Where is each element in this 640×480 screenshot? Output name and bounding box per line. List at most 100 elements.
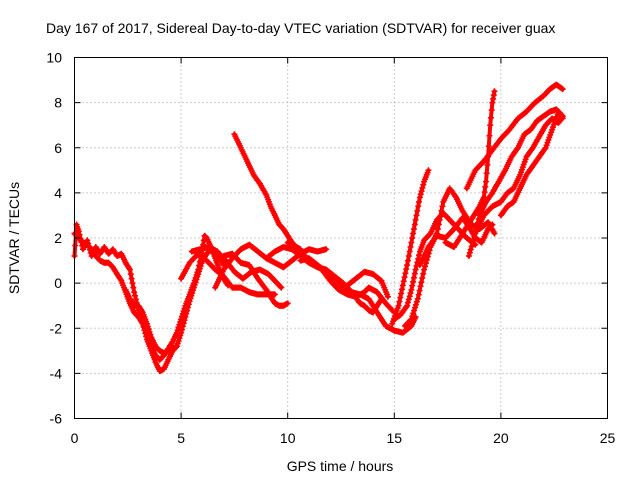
- data-point-marker: [559, 86, 566, 93]
- series-arc-11: [297, 255, 419, 336]
- data-point-marker: [410, 274, 417, 281]
- data-point-marker: [514, 146, 520, 152]
- data-point-marker: [196, 262, 202, 269]
- data-point-marker: [437, 212, 444, 219]
- data-point-marker: [468, 243, 475, 250]
- data-point-marker: [411, 307, 418, 314]
- data-point-marker: [435, 221, 442, 228]
- data-point-marker: [419, 275, 426, 281]
- data-point-marker: [409, 282, 416, 289]
- series-arc-21: [497, 108, 566, 219]
- data-point-marker: [410, 226, 417, 232]
- data-point-marker: [402, 270, 409, 277]
- data-point-marker: [415, 203, 422, 210]
- data-point-marker: [414, 295, 421, 302]
- data-point-marker: [422, 263, 429, 270]
- series-arc-3: [122, 286, 180, 357]
- data-point-marker: [144, 323, 151, 330]
- data-point-marker: [408, 316, 415, 323]
- data-point-marker: [403, 266, 410, 273]
- data-point-marker: [412, 216, 419, 223]
- data-point-marker: [541, 146, 548, 152]
- y-axis-label: SDTVAR / TECUs: [6, 182, 22, 294]
- data-point-marker: [416, 198, 422, 205]
- data-point-marker: [397, 294, 404, 301]
- data-point-marker: [423, 260, 429, 267]
- series-arc-17: [442, 88, 498, 250]
- data-point-marker: [414, 207, 421, 214]
- data-point-marker: [404, 302, 411, 309]
- data-point-marker: [195, 266, 202, 273]
- data-point-marker: [418, 279, 425, 286]
- data-point-marker: [277, 283, 284, 290]
- x-tick-label: 10: [280, 430, 296, 446]
- data-point-marker: [406, 248, 413, 255]
- data-point-marker: [488, 222, 495, 229]
- data-point-marker: [417, 283, 424, 290]
- data-point-marker: [404, 262, 411, 269]
- x-tick-label: 0: [71, 430, 79, 446]
- data-point-marker: [470, 236, 477, 243]
- data-point-marker: [72, 242, 79, 249]
- data-point-marker: [438, 207, 445, 214]
- data-point-marker: [410, 230, 417, 237]
- data-point-marker: [284, 300, 291, 307]
- data-point-marker: [271, 291, 278, 298]
- x-axis-label: GPS time / hours: [287, 458, 394, 474]
- data-point-marker: [410, 310, 417, 317]
- data-point-marker: [129, 280, 136, 287]
- data-point-marker: [396, 298, 403, 305]
- data-point-marker: [434, 226, 441, 232]
- data-point-marker: [130, 284, 137, 291]
- chart-title: Day 167 of 2017, Sidereal Day-to-day VTE…: [46, 20, 555, 36]
- data-point-marker: [401, 274, 408, 281]
- data-point-marker: [412, 304, 418, 311]
- data-point-marker: [491, 88, 498, 95]
- data-point-marker: [491, 230, 498, 237]
- data-point-marker: [483, 178, 489, 185]
- series-arc-16: [416, 214, 496, 269]
- data-point-marker: [399, 282, 406, 289]
- data-point-marker: [487, 122, 494, 129]
- data-point-marker: [405, 296, 412, 303]
- data-point-marker: [416, 252, 422, 259]
- data-point-marker: [411, 270, 418, 277]
- data-point-marker: [481, 189, 488, 196]
- y-tick-label: 2: [54, 230, 62, 246]
- data-point-marker: [407, 317, 414, 324]
- y-tick-label: -6: [50, 411, 63, 427]
- y-tick-label: -4: [50, 365, 63, 381]
- data-point-marker: [131, 289, 138, 296]
- data-point-marker: [416, 194, 423, 201]
- data-point-marker: [416, 287, 423, 294]
- x-tick-label: 25: [600, 430, 616, 446]
- tick-labels: 0 5 10 15 20 25 -6 -4 -2 0 2 4 6 8 10: [46, 50, 615, 447]
- data-point-marker: [486, 132, 493, 139]
- data-point-marker: [411, 221, 418, 228]
- data-point-marker: [466, 249, 473, 256]
- data-point-marker: [395, 302, 402, 309]
- y-tick-label: 8: [54, 95, 62, 111]
- data-point-marker: [408, 239, 415, 246]
- data-point-marker: [436, 216, 443, 223]
- data-point-marker: [413, 298, 420, 305]
- data-point-marker: [128, 275, 135, 282]
- data-point-marker: [126, 266, 133, 273]
- data-point-marker: [559, 115, 566, 122]
- data-point-marker: [384, 293, 391, 300]
- data-point-marker: [419, 184, 426, 191]
- series-arc-13: [389, 167, 432, 327]
- x-tick-label: 15: [387, 430, 403, 446]
- data-point-marker: [400, 278, 407, 285]
- series-arc-4: [178, 250, 278, 298]
- y-tick-label: -2: [50, 320, 63, 336]
- data-point-marker: [413, 212, 420, 219]
- data-point-marker: [417, 191, 424, 198]
- plot-frame: [74, 57, 608, 419]
- data-point-marker: [418, 188, 425, 195]
- data-point-marker: [407, 290, 414, 297]
- data-point-marker: [409, 313, 416, 320]
- data-point-marker: [196, 258, 203, 265]
- y-tick-label: 6: [54, 140, 62, 156]
